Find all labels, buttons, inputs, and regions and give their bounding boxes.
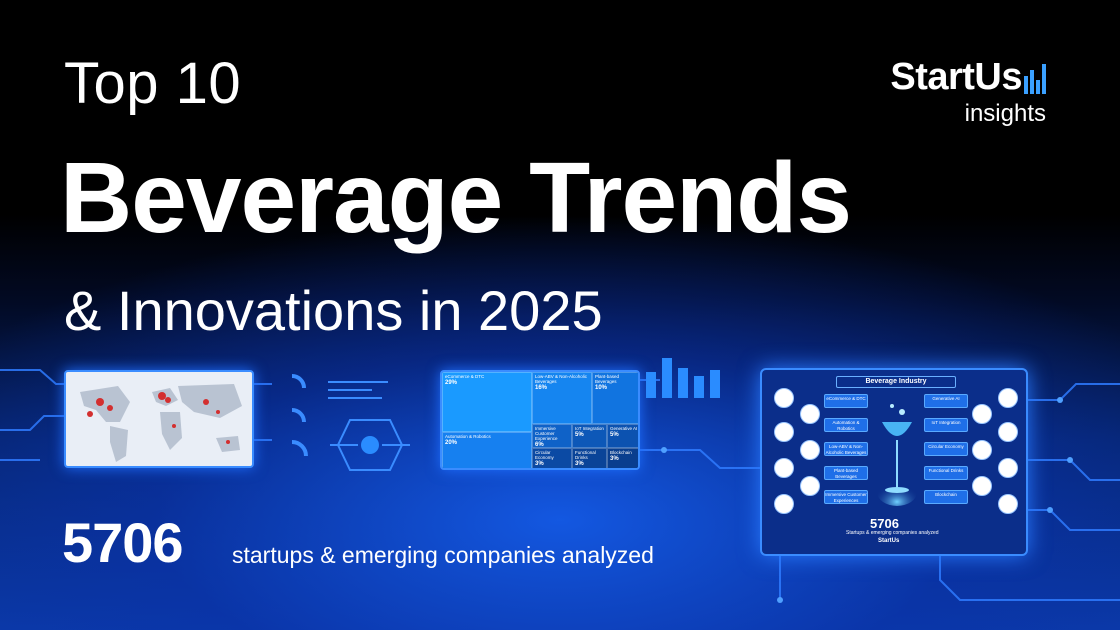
startup-logo <box>774 422 794 442</box>
treemap-cell: eCommerce & DTC 29% <box>442 372 532 432</box>
heading-top: Top 10 <box>64 51 242 116</box>
bar-chart-icon <box>1024 64 1046 94</box>
treemap-cell: Plant-based Beverages 10% <box>592 372 638 424</box>
startus-insights-logo: StartUs insights <box>818 56 1048 127</box>
treemap-cell: Generative AI 5% <box>607 424 638 448</box>
target-icon <box>330 410 410 480</box>
startup-logo <box>998 494 1018 514</box>
treemap-cell: IoT Integration 5% <box>572 424 607 448</box>
infographic-title: Beverage Industry <box>836 376 956 388</box>
treemap-cell: Circular Economy 3% <box>532 448 572 468</box>
startup-logo <box>998 388 1018 408</box>
logo-tagline: insights <box>964 100 1046 127</box>
circuit-lines-decoration <box>0 369 1120 603</box>
trend-box: Plant-based Beverages <box>824 466 868 480</box>
logo-wordmark: StartUs <box>890 56 1022 98</box>
gauge-rings <box>291 374 388 457</box>
infographic-count: 5706 <box>870 516 899 531</box>
treemap-cell: Low-ABV & Non-Alcoholic Beverages 16% <box>532 372 592 424</box>
trend-box: eCommerce & DTC <box>824 394 868 408</box>
infographic-caption: Startups & emerging companies analyzed <box>846 530 939 536</box>
startup-count: 5706 <box>62 511 184 574</box>
trend-box: Generative AI <box>924 394 968 408</box>
trend-box: Functional Drinks <box>924 466 968 480</box>
startup-logo <box>972 440 992 460</box>
treemap-cell: Automation & Robotics 20% <box>442 432 532 468</box>
treemap-cell: Blockchain 3% <box>607 448 638 468</box>
startup-count-label: startups & emerging companies analyzed <box>232 542 654 568</box>
trend-box: Automation & Robotics <box>824 418 868 432</box>
treemap-cell: Functional Drinks 3% <box>572 448 607 468</box>
startup-logo <box>972 404 992 424</box>
startup-logo <box>774 388 794 408</box>
heading-main: Beverage Trends <box>60 142 852 254</box>
startup-logo <box>800 440 820 460</box>
treemap-cell: Immersive Customer Experience 6% <box>532 424 572 448</box>
startup-logo <box>972 476 992 496</box>
glass-icon <box>877 404 917 506</box>
startup-logo <box>774 494 794 514</box>
trend-box: Blockchain <box>924 490 968 504</box>
heading-sub: & Innovations in 2025 <box>64 279 603 342</box>
beverage-infographic-panel: Beverage Industry eCommerce & DTC Automa… <box>760 368 1028 556</box>
trend-box: IoT Integration <box>924 418 968 432</box>
trend-box: Low-ABV & Non-Alcoholic Beverages <box>824 442 868 456</box>
startup-logo <box>800 404 820 424</box>
startup-logo <box>998 422 1018 442</box>
startup-logo <box>998 458 1018 478</box>
infographic-logo: StartUs <box>878 538 900 544</box>
trend-box: Circular Economy <box>924 442 968 456</box>
startup-logo <box>800 476 820 496</box>
treemap-panel: eCommerce & DTC 29% Low-ABV & Non-Alcohol… <box>440 370 640 470</box>
world-map-graphic <box>80 384 242 462</box>
startup-logo <box>774 458 794 478</box>
world-map-panel <box>64 370 254 468</box>
gauge-panel <box>272 370 392 470</box>
trend-box: Immersive Customer Experiences <box>824 490 868 504</box>
mini-bars-decoration <box>646 358 720 398</box>
